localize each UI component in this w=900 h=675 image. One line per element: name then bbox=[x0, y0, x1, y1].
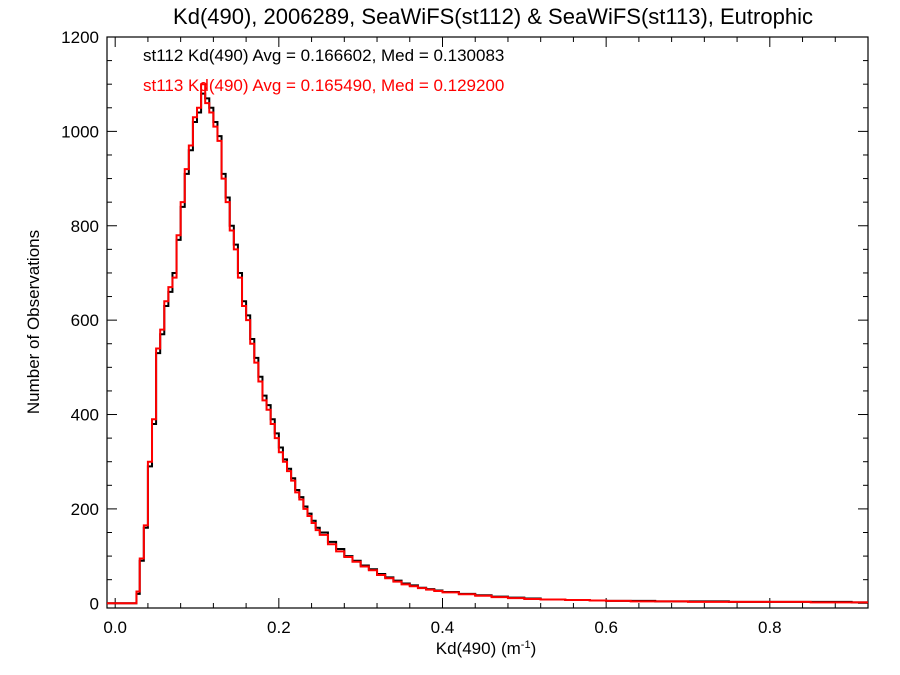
tick-labels: 0.0 0.2 0.4 0.6 0.8 0 200 400 600 800 1000 1200 bbox=[61, 28, 781, 637]
y-axis-label: Number of Observations bbox=[24, 230, 43, 414]
y-tick-label: 1000 bbox=[61, 122, 99, 141]
y-tick-label: 800 bbox=[71, 217, 99, 236]
legend-entry-st112: st112 Kd(490) Avg = 0.166602, Med = 0.13… bbox=[143, 46, 504, 65]
y-tick-label: 1200 bbox=[61, 28, 99, 47]
x-axis-label-end: ) bbox=[531, 639, 537, 658]
plot-frame bbox=[106, 36, 869, 609]
x-tick-label: 0.0 bbox=[103, 618, 127, 637]
x-tick-label: 0.8 bbox=[758, 618, 782, 637]
axis-ticks bbox=[107, 36, 868, 608]
x-tick-label: 0.6 bbox=[594, 618, 618, 637]
x-tick-label: 0.4 bbox=[431, 618, 455, 637]
x-axis-label: Kd(490) (m-1) bbox=[436, 639, 536, 658]
legend-entry-st113: st113 Kd(490) Avg = 0.165490, Med = 0.12… bbox=[143, 76, 504, 95]
series-layer bbox=[107, 83, 868, 605]
x-tick-label: 0.2 bbox=[267, 618, 291, 637]
y-tick-label: 0 bbox=[90, 594, 99, 613]
y-tick-label: 600 bbox=[71, 311, 99, 330]
x-axis-label-superscript: -1 bbox=[521, 639, 531, 651]
y-tick-label: 400 bbox=[71, 406, 99, 425]
series-line-st113 bbox=[107, 83, 868, 605]
chart-title: Kd(490), 2006289, SeaWiFS(st112) & SeaWi… bbox=[173, 4, 813, 29]
x-axis-label-main: Kd(490) (m bbox=[436, 639, 521, 658]
y-tick-label: 200 bbox=[71, 500, 99, 519]
